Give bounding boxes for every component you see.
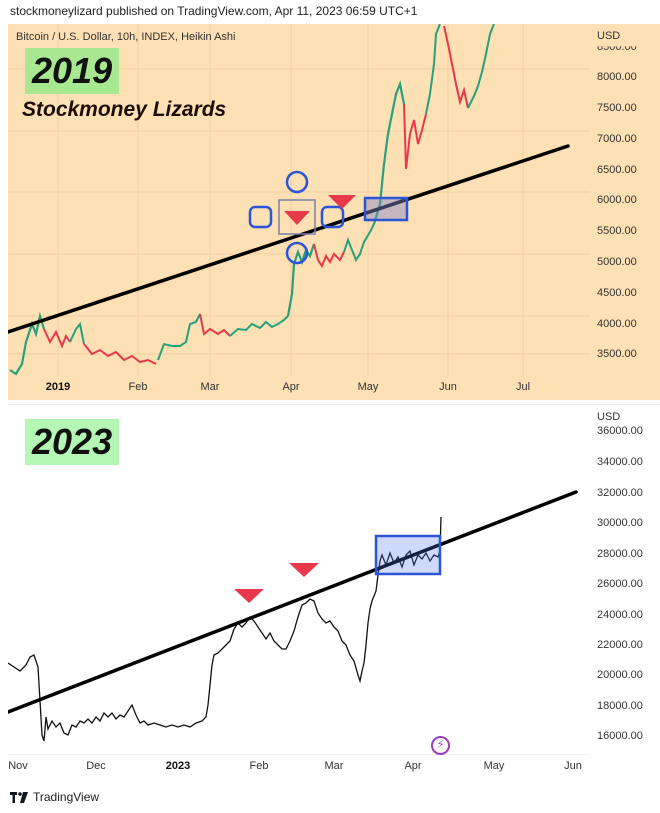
trendline-2023[interactable] (8, 490, 578, 714)
y-tick: 3500.00 (597, 348, 637, 360)
x-tick: Apr (282, 381, 300, 393)
y-tick: 34000.00 (597, 456, 643, 468)
y-tick: 5500.00 (597, 225, 637, 237)
y-tick: 4500.00 (597, 287, 637, 299)
y-tick: 30000.00 (597, 517, 643, 529)
chart-panel-2019[interactable]: Bitcoin / U.S. Dollar, 10h, INDEX, Heiki… (8, 24, 660, 400)
x-tick: Apr (404, 760, 422, 772)
x-tick: Feb (249, 760, 269, 772)
x-tick: Nov (8, 760, 28, 772)
time-axis-2023[interactable]: Nov Dec 2023 Feb Mar Apr May Jun (8, 754, 590, 778)
time-axis-2019[interactable]: 2019 Feb Mar Apr May Jun Jul (8, 376, 590, 400)
y-tick: 18000.00 (597, 700, 643, 712)
year-badge-2019: 2019 (25, 48, 120, 94)
x-tick: Mar (200, 381, 220, 393)
trendline-2019[interactable] (8, 144, 570, 334)
y-tick: 26000.00 (597, 578, 643, 590)
x-tick: Jun (439, 381, 457, 393)
y-tick: 8000.00 (597, 71, 637, 83)
y-tick: 7500.00 (597, 102, 637, 114)
y-tick: 22000.00 (597, 639, 643, 651)
y-tick: 7000.00 (597, 133, 637, 145)
price-axis-2023[interactable]: USD 36000.00 34000.00 32000.00 30000.00 … (590, 405, 660, 778)
symbol-title[interactable]: Bitcoin / U.S. Dollar, 10h, INDEX, Heiki… (16, 31, 236, 43)
x-tick: May (483, 760, 505, 772)
x-tick: Dec (86, 760, 106, 772)
x-tick: Feb (128, 381, 148, 393)
year-badge-2023: 2023 (25, 419, 120, 465)
publisher-line: stockmoneylizard published on TradingVie… (10, 4, 418, 18)
y-tick: 4000.00 (597, 318, 637, 330)
footer: TradingView (10, 790, 99, 804)
y-tick: 20000.00 (597, 669, 643, 681)
consolidation-box-2023[interactable] (374, 534, 442, 576)
y-tick: 6500.00 (597, 164, 637, 176)
tradingview-brand[interactable]: TradingView (33, 790, 100, 804)
selection-box[interactable] (278, 199, 316, 235)
currency-label: USD (597, 30, 621, 42)
y-tick: 28000.00 (597, 548, 643, 560)
tradingview-logo-icon (10, 791, 28, 803)
consolidation-box-2019[interactable] (363, 196, 409, 222)
y-tick: 36000.00 (597, 425, 643, 437)
x-tick: Jun (564, 760, 582, 772)
price-plot-2023[interactable] (8, 405, 660, 779)
y-tick: 5000.00 (597, 256, 637, 268)
sell-marker-1[interactable] (234, 589, 264, 603)
bolt-icon[interactable]: ⚡ (431, 736, 450, 755)
sell-marker-2[interactable] (289, 563, 319, 577)
y-tick: 24000.00 (597, 609, 643, 621)
y-tick: 6000.00 (597, 194, 637, 206)
price-axis-2019[interactable]: USD 8500.00 8000.00 7500.00 7000.00 6500… (590, 24, 660, 400)
y-tick: 32000.00 (597, 487, 643, 499)
y-tick: 16000.00 (597, 730, 643, 742)
x-tick: Jul (515, 381, 531, 393)
sell-marker-2[interactable] (328, 195, 356, 209)
annotation-group-2019[interactable] (248, 170, 345, 265)
x-tick: Mar (324, 760, 344, 772)
y-tick: 8500.00 (597, 41, 637, 53)
x-tick: 2023 (165, 760, 191, 772)
sell-marker-1[interactable] (284, 211, 310, 225)
price-plot-2019[interactable] (8, 24, 660, 400)
chart-panel-2023[interactable]: 2023 USD 36000.00 34000.00 32000.00 3000… (8, 404, 660, 778)
currency-label: USD (597, 411, 621, 423)
x-tick: 2019 (45, 381, 71, 393)
brand-label: Stockmoney Lizards (22, 98, 227, 121)
x-tick: May (357, 381, 379, 393)
